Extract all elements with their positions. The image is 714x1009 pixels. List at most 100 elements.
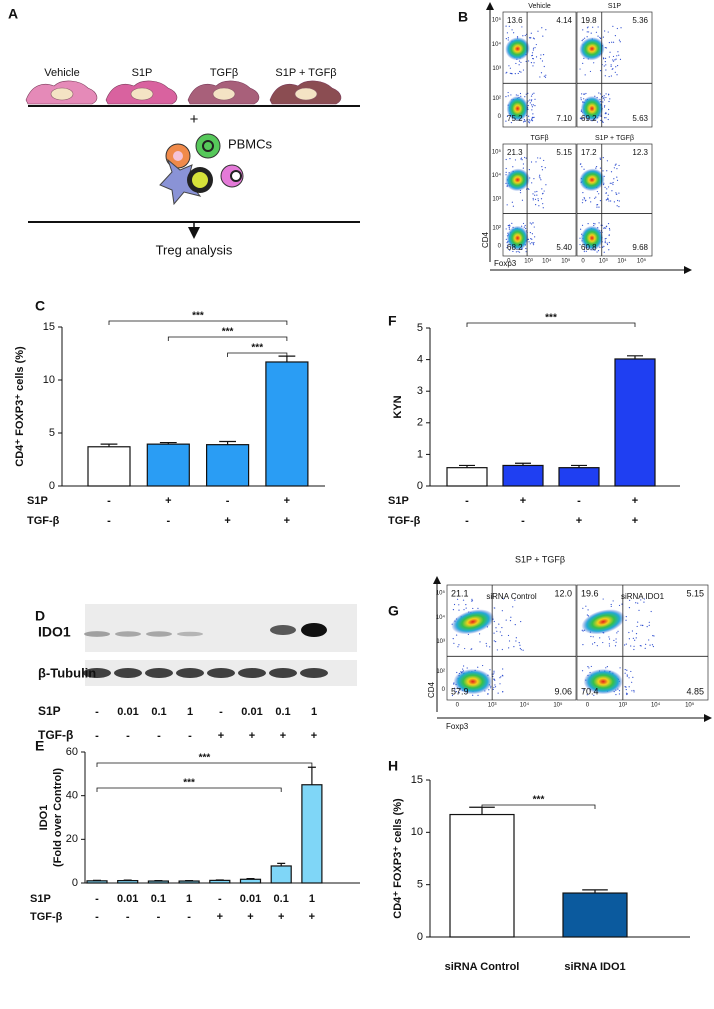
density-cluster <box>451 609 495 635</box>
event-dot <box>494 607 496 609</box>
event-dot <box>596 206 598 208</box>
event-dot <box>537 157 539 159</box>
event-dot <box>616 27 618 30</box>
event-dot <box>493 670 495 672</box>
event-dot <box>618 693 621 695</box>
event-dot <box>583 249 585 251</box>
condition-value: + <box>311 730 317 742</box>
condition-name: S1P <box>30 893 51 905</box>
error-bar <box>219 440 236 445</box>
event-dot <box>525 157 527 159</box>
event-dot <box>587 666 589 668</box>
event-dot <box>579 117 582 119</box>
event-dot <box>597 35 599 37</box>
condition-value: - <box>95 893 99 905</box>
event-dot <box>607 118 609 121</box>
event-dot <box>619 58 622 60</box>
condition-value: + <box>309 911 315 923</box>
event-dot <box>599 200 602 202</box>
event-dot <box>533 62 535 64</box>
event-dot <box>613 201 615 203</box>
event-dot <box>605 117 607 119</box>
event-dot <box>596 251 598 253</box>
event-dot <box>509 225 511 227</box>
condition-label: S1P <box>132 67 153 79</box>
event-dot <box>538 205 540 207</box>
event-dot <box>500 676 502 678</box>
event-dot <box>537 198 539 200</box>
event-dot <box>606 188 608 190</box>
event-dot <box>628 677 630 679</box>
event-dot <box>594 197 596 199</box>
event-dot <box>631 681 633 683</box>
event-dot <box>505 38 507 40</box>
event-dot <box>532 104 534 106</box>
flow-x-tick: 10⁵ <box>685 702 695 709</box>
condition-value: + <box>217 911 223 923</box>
event-dot <box>641 624 644 627</box>
event-dot <box>529 102 531 104</box>
error-bar <box>277 862 286 866</box>
event-dot <box>604 241 606 244</box>
flow-x-tick: 10³ <box>488 703 497 709</box>
error-bar <box>627 355 643 359</box>
quadrant-percent: 60.8 <box>581 243 597 252</box>
event-dot <box>502 598 505 600</box>
quadrant-percent: 5.15 <box>686 588 704 598</box>
event-dot <box>456 598 459 600</box>
blot-band <box>301 623 327 637</box>
y-tick-label: 10 <box>411 826 423 838</box>
event-dot <box>614 59 616 61</box>
event-dot <box>531 93 534 95</box>
event-dot <box>509 620 512 622</box>
condition-value: - <box>465 495 469 507</box>
event-dot <box>488 689 490 691</box>
event-dot <box>527 100 529 102</box>
event-dot <box>582 191 584 194</box>
event-dot <box>506 32 509 34</box>
event-dot <box>493 632 495 634</box>
event-dot <box>506 204 508 206</box>
axis-label: CD4 <box>481 231 490 248</box>
event-dot <box>520 157 523 159</box>
event-dot <box>532 244 535 246</box>
event-dot <box>603 106 606 108</box>
condition-value: + <box>576 515 582 527</box>
event-dot <box>609 229 611 231</box>
event-dot <box>543 190 545 192</box>
y-tick-label: 5 <box>417 322 423 334</box>
event-dot <box>537 30 539 32</box>
event-dot <box>610 171 613 173</box>
density-cluster <box>580 95 604 122</box>
event-dot <box>541 166 543 168</box>
event-dot <box>454 687 456 689</box>
event-dot <box>521 199 524 201</box>
event-dot <box>615 192 617 194</box>
condition-value: + <box>165 495 171 507</box>
event-dot <box>533 241 535 244</box>
flow-x-tick: 0 <box>507 259 511 265</box>
condition-label: S1P + TGFβ <box>275 67 336 79</box>
significance-bracket <box>227 352 288 357</box>
quadrant-percent: 19.8 <box>581 16 597 25</box>
axis-label: CD4 <box>427 681 436 698</box>
event-dot <box>463 665 465 667</box>
event-dot <box>464 647 466 650</box>
condition-value: + <box>632 515 638 527</box>
event-dot <box>532 57 534 60</box>
nucleus <box>192 172 208 188</box>
event-dot <box>506 71 508 73</box>
quadrant-percent: 5.15 <box>556 148 572 157</box>
event-dot <box>541 60 544 62</box>
event-dot <box>582 29 584 31</box>
event-dot <box>603 227 606 229</box>
event-dot <box>531 106 533 108</box>
plot-title: Vehicle <box>528 3 551 10</box>
event-dot <box>603 99 605 101</box>
event-dot <box>482 664 484 667</box>
quadrant-percent: 5.63 <box>632 114 648 123</box>
event-dot <box>580 228 582 230</box>
event-dot <box>582 117 584 120</box>
y-axis-label: IDO1 <box>38 805 50 831</box>
event-dot <box>601 95 604 98</box>
